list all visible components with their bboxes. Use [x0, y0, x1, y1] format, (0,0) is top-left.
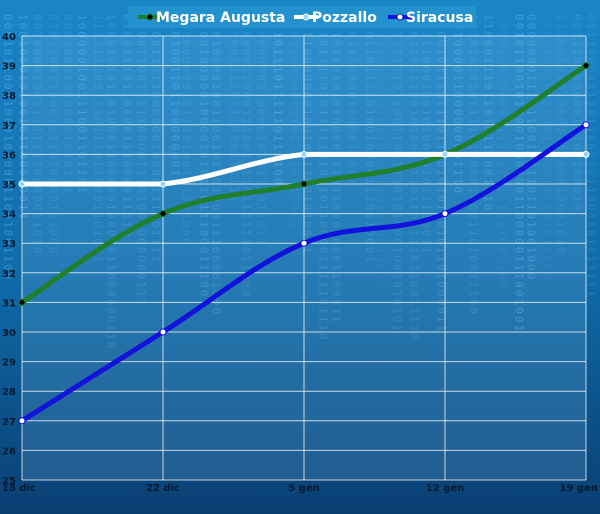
background-digits: 00001101100000010000111001111	[150, 14, 163, 264]
data-point	[582, 62, 590, 70]
background-digits: 0111111101100110011101010001001010101	[391, 14, 404, 333]
x-tick-label: 19 gen	[560, 483, 598, 494]
y-tick-label: 38	[2, 91, 16, 102]
legend-marker	[302, 13, 310, 21]
data-point	[159, 180, 167, 188]
background-digits: 1100101110111011001010110101101000011	[435, 14, 448, 333]
data-point	[300, 239, 308, 247]
background-digits: 0001011001100010100011001001100	[2, 14, 15, 281]
y-tick-label: 39	[2, 62, 16, 73]
legend-item-pozzallo: Pozzallo	[294, 10, 377, 26]
legend: Megara Augusta Pozzallo Siracusa	[128, 6, 476, 28]
background-digits: 11010000100110010110100011100001000	[210, 14, 223, 316]
y-tick-label: 30	[2, 328, 16, 339]
y-tick-label: 29	[2, 358, 16, 369]
background-digits: 010010000010000101011011100011100	[198, 14, 211, 299]
x-tick-label: 22 dic	[146, 483, 180, 494]
y-tick-label: 26	[2, 446, 16, 457]
background-digits: 011011010100000011101100010001100011	[330, 14, 343, 324]
y-tick-label: 33	[2, 239, 16, 250]
y-tick-label: 31	[2, 298, 16, 309]
background-digits: 000100010000001010111	[62, 14, 75, 195]
y-tick-label: 37	[2, 121, 16, 132]
background-digits: 11000111011010111001110	[482, 14, 495, 212]
background-digits: 0000011110111000111111	[228, 14, 241, 204]
y-tick-label: 34	[2, 210, 16, 221]
y-tick-label: 27	[2, 417, 16, 428]
background-digits: 0101100100111011010011001	[289, 14, 302, 230]
background-digits: 11101010101111010000100011010011100	[467, 14, 480, 316]
background-digits: 0000000111111001001101101001000	[525, 14, 538, 281]
y-tick-label: 25	[2, 476, 16, 487]
y-tick-label: 35	[2, 180, 16, 191]
background-digits: 00101111010111110100101100001111101110	[317, 14, 330, 342]
background-digits: 011100001110110000011000001011111	[585, 14, 598, 299]
background-digits: 0010000100111111110000011010	[31, 14, 44, 255]
legend-marker	[396, 13, 404, 21]
series-siracusa	[18, 121, 590, 425]
legend-label: Megara Augusta	[156, 10, 285, 26]
background-digits: 010000110001110011110111111011000	[240, 14, 253, 299]
legend-label: Pozzallo	[312, 10, 377, 26]
data-point	[18, 417, 26, 425]
series	[18, 62, 590, 425]
x-tick-label: 5 gen	[288, 483, 320, 494]
x-tick-label: 15 dic	[2, 483, 36, 494]
y-tick-label: 32	[2, 269, 16, 280]
data-point	[159, 328, 167, 336]
axes: 25 26 27 28 29 30 31 32 33 34 35 36 37 38 39 40 15 dic 22…	[2, 32, 598, 494]
background-pattern: 0001011001100010100011001001100100100010…	[2, 14, 598, 350]
data-point	[18, 180, 26, 188]
data-point	[582, 150, 590, 158]
data-point	[18, 298, 26, 306]
data-point	[159, 210, 167, 218]
background-digits: 11111110011101110110001101001	[92, 14, 105, 264]
background-digits: 0000110100000011000111101010000	[540, 14, 553, 281]
data-point	[441, 210, 449, 218]
data-point	[300, 180, 308, 188]
y-tick-label: 36	[2, 150, 16, 161]
legend-marker	[146, 13, 154, 21]
background-digits: 000000000101110100101001000	[180, 14, 193, 247]
background-digits: 011011101111101111001	[272, 14, 285, 195]
legend-item-megara-augusta: Megara Augusta	[138, 10, 285, 26]
data-point	[582, 121, 590, 129]
data-point	[441, 150, 449, 158]
background-digits: 0111100010010100001011110011	[420, 14, 433, 255]
background-digits: 100000100111001101101	[76, 14, 89, 195]
y-tick-label: 28	[2, 387, 16, 398]
y-tick-label: 40	[2, 32, 16, 43]
legend-item-siracusa: Siracusa	[388, 10, 473, 26]
background-digits: 01010011011000000011	[169, 14, 182, 186]
series-pozzallo	[18, 150, 590, 188]
background-digits: 10011100001000010001	[346, 14, 359, 186]
background-digits: 1110010101000111000010001010	[555, 14, 568, 255]
background-digits: 1100110011111000011101001000000111	[135, 14, 148, 307]
background-digits: 11011011110100100001110010001	[364, 14, 377, 264]
legend-label: Siracusa	[406, 10, 473, 26]
background-digits: 0101100110001111010000111000	[47, 14, 60, 255]
background-digits: 11011011100101000111011011110110011110	[408, 14, 421, 342]
data-point	[300, 150, 308, 158]
background-digits: 00111010000011100100010	[571, 14, 584, 212]
x-tick-label: 12 gen	[426, 483, 464, 494]
